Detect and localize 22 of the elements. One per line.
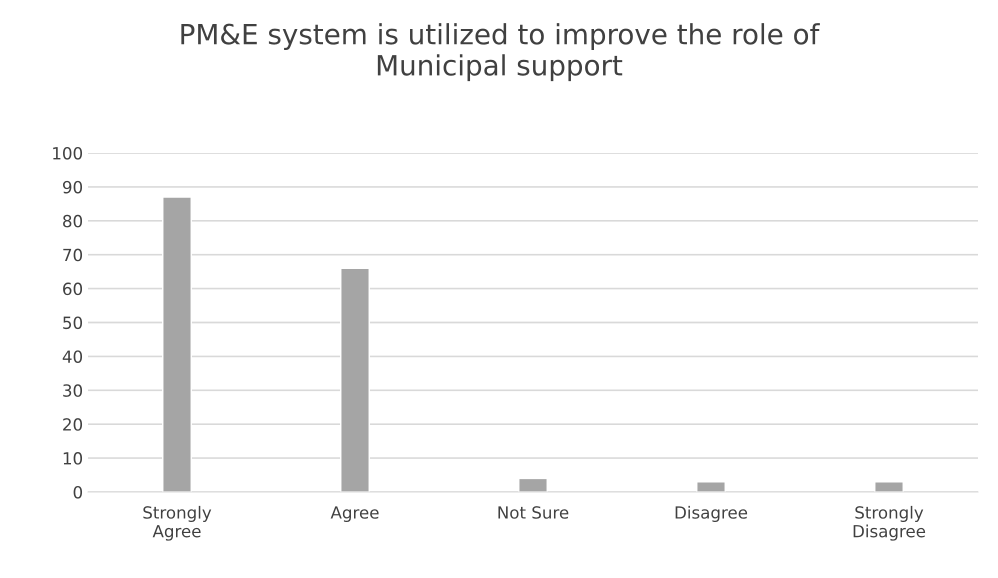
y-tick-label: 90 bbox=[62, 180, 82, 194]
bar bbox=[696, 481, 726, 492]
bar bbox=[162, 196, 192, 492]
y-tick-label: 70 bbox=[63, 248, 82, 262]
y-tick-label: 10 bbox=[64, 452, 82, 465]
x-tick-label: Not Sure bbox=[498, 506, 568, 519]
y-tick-label: 30 bbox=[63, 384, 82, 397]
x-tick-label: Agree bbox=[330, 506, 379, 522]
bar bbox=[340, 268, 370, 492]
y-tick-label: 20 bbox=[63, 418, 82, 431]
x-tick-label: Strongly Agree bbox=[143, 506, 212, 541]
y-tick-label: 80 bbox=[63, 214, 82, 228]
x-tick-label: Disagree bbox=[676, 506, 748, 522]
y-tick-label: 60 bbox=[63, 282, 82, 296]
y-tick-label: 50 bbox=[63, 316, 82, 330]
y-tick-label: 40 bbox=[62, 350, 82, 363]
bar bbox=[518, 478, 548, 492]
x-tick-label: Strongly Disagree bbox=[854, 506, 926, 541]
chart-title: PM&E system is utilized to improve the role of Municipal support bbox=[181, 23, 820, 82]
bar bbox=[874, 481, 904, 492]
y-tick-label: 100 bbox=[53, 146, 82, 160]
y-tick-label: 0 bbox=[74, 486, 82, 499]
